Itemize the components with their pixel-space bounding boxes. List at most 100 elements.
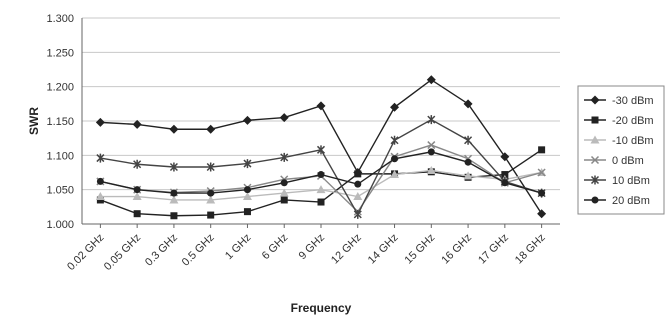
data-point xyxy=(538,146,546,154)
x-tick-label: 1 GHz xyxy=(223,232,254,263)
data-point xyxy=(170,189,178,197)
data-point xyxy=(353,209,362,219)
data-point xyxy=(132,192,142,201)
y-tick-label: 1.150 xyxy=(46,116,74,128)
data-point xyxy=(133,159,142,169)
data-point xyxy=(427,148,435,156)
data-point xyxy=(353,192,363,201)
data-point xyxy=(354,180,362,188)
data-point xyxy=(95,192,105,201)
axes xyxy=(81,18,560,228)
x-tick-label: 0.5 GHz xyxy=(180,232,217,269)
data-point xyxy=(390,135,399,145)
data-point xyxy=(279,188,289,197)
y-tick-label: 1.200 xyxy=(46,82,74,94)
data-point xyxy=(501,179,509,187)
data-point xyxy=(317,198,325,206)
data-point xyxy=(280,152,289,162)
data-point xyxy=(170,212,178,220)
data-point xyxy=(390,170,400,179)
x-tick-label: 14 GHz xyxy=(366,232,401,267)
data-point xyxy=(280,179,288,187)
legend-box xyxy=(577,85,665,215)
data-point xyxy=(207,189,215,197)
data-point xyxy=(317,171,325,179)
data-point xyxy=(242,115,252,125)
data-point xyxy=(426,75,436,85)
data-point xyxy=(390,102,400,112)
data-point xyxy=(500,152,510,162)
legend-label: -10 dBm xyxy=(612,135,654,147)
legend-label: 0 dBm xyxy=(612,155,644,167)
legend-label: 20 dBm xyxy=(612,195,650,207)
y-tick-label: 1.000 xyxy=(46,219,74,231)
data-point xyxy=(133,186,141,194)
y-tick-label: 1.100 xyxy=(46,150,74,162)
x-tick-label: 6 GHz xyxy=(260,232,291,263)
x-tick-label: 17 GHz xyxy=(476,232,511,267)
data-point xyxy=(280,196,288,204)
data-point xyxy=(96,177,104,185)
data-point xyxy=(206,195,216,204)
x-tick-label: 12 GHz xyxy=(329,232,364,267)
legend-item: 10 dBm xyxy=(584,175,650,187)
y-tick-label: 1.050 xyxy=(46,185,74,197)
data-point xyxy=(316,185,326,194)
data-point xyxy=(591,116,599,124)
data-point xyxy=(206,124,216,134)
legend-item: 20 dBm xyxy=(584,195,650,207)
legend-item: 0 dBm xyxy=(584,155,644,167)
x-tick-label: 0.02 GHz xyxy=(65,232,106,273)
data-point xyxy=(590,155,600,165)
data-point xyxy=(354,170,362,178)
x-tick-label: 18 GHz xyxy=(513,232,548,267)
data-point xyxy=(169,195,179,204)
data-point xyxy=(316,145,326,155)
data-point xyxy=(96,153,105,163)
data-point xyxy=(391,155,399,163)
data-point xyxy=(590,95,600,105)
data-point xyxy=(590,175,600,185)
data-point xyxy=(464,158,472,166)
data-point xyxy=(169,162,178,172)
data-point xyxy=(463,99,473,109)
y-tick-label: 1.300 xyxy=(46,13,74,25)
series-6 xyxy=(96,148,546,197)
legend-item: -30 dBm xyxy=(584,95,654,107)
x-tick-label: 15 GHz xyxy=(403,232,438,267)
data-point xyxy=(243,208,251,216)
data-point xyxy=(463,171,473,180)
data-point xyxy=(316,101,326,111)
x-tick-label: 16 GHz xyxy=(439,232,474,267)
data-point xyxy=(133,210,141,218)
x-tick-label: 0.3 GHz xyxy=(143,232,180,269)
x-tick-label: 0.05 GHz xyxy=(102,232,143,273)
y-tick-label: 1.250 xyxy=(46,47,74,59)
data-point xyxy=(501,171,509,179)
data-point xyxy=(537,209,547,219)
data-point xyxy=(243,186,251,194)
legend-label: -20 dBm xyxy=(612,115,654,127)
data-point xyxy=(242,192,252,201)
legend-label: 10 dBm xyxy=(612,175,650,187)
data-point xyxy=(207,211,215,219)
y-axis-title: SWR xyxy=(27,107,41,135)
legend: -30 dBm -20 dBm -10 dBm 0 dBm 10 dBm 20 dBm xyxy=(577,85,665,215)
x-axis-title: Frequency xyxy=(291,301,352,315)
data-point xyxy=(169,124,179,134)
data-point xyxy=(132,119,142,129)
data-point xyxy=(537,168,546,177)
data-point xyxy=(426,165,436,174)
legend-item: -20 dBm xyxy=(584,115,654,127)
legend-item: -10 dBm xyxy=(584,135,654,147)
data-point xyxy=(427,141,436,150)
series-group xyxy=(95,75,547,220)
data-point xyxy=(95,117,105,127)
y-tick-labels: 1.000 1.050 1.100 1.150 1.200 1.250 1.300 xyxy=(46,13,74,231)
x-tick-label: 9 GHz xyxy=(297,232,328,263)
legend-label: -30 dBm xyxy=(612,95,654,107)
data-point xyxy=(427,115,436,125)
data-point xyxy=(590,135,600,144)
